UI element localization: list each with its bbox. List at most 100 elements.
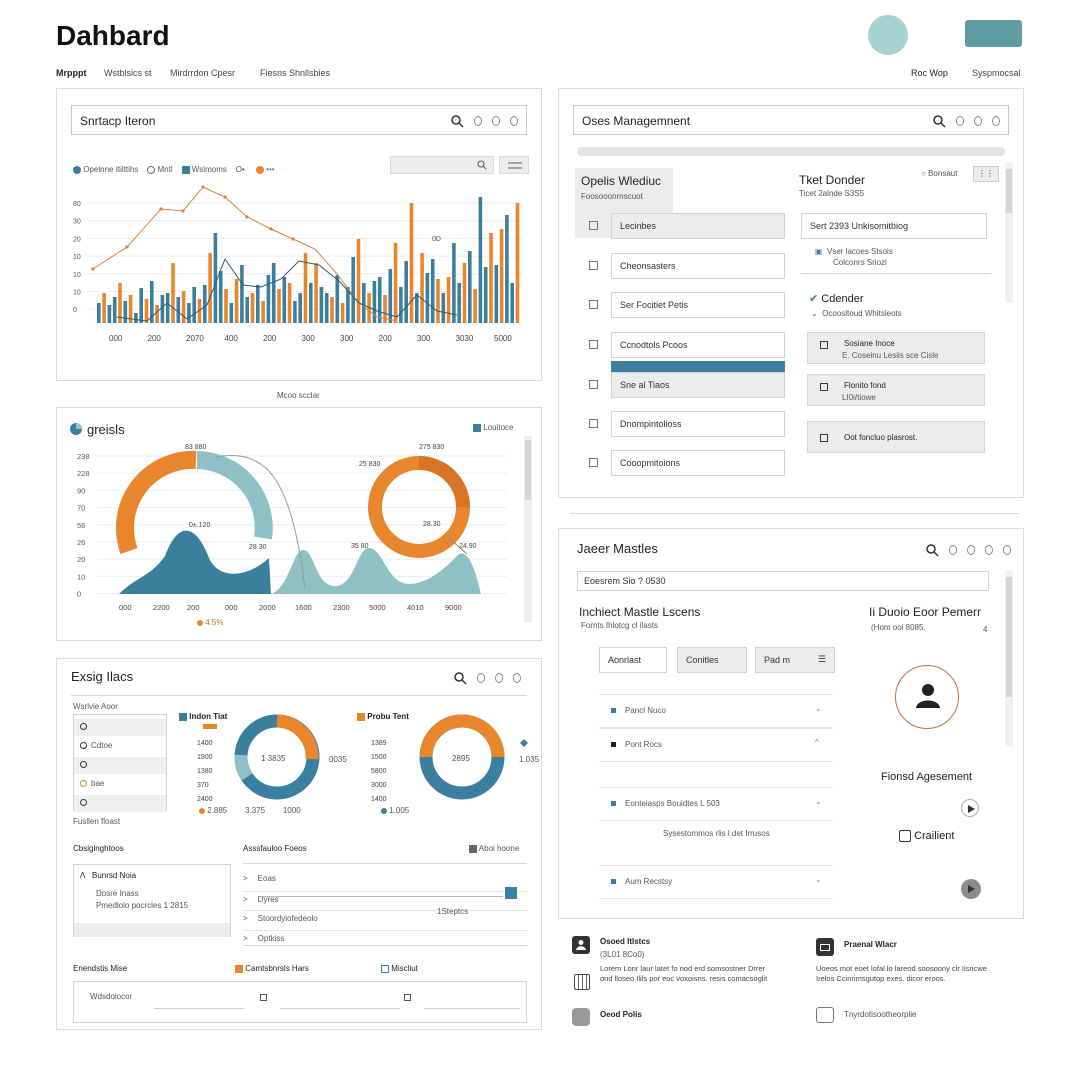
filter-input[interactable]: [390, 156, 494, 174]
filter-button-1[interactable]: Aonrlast: [599, 647, 667, 673]
option-icon[interactable]: [513, 673, 521, 683]
right-section-sub-text: Ocoosltoud Whitsleots: [822, 309, 902, 318]
avatar[interactable]: [868, 15, 908, 55]
search-bar[interactable]: Oses Managemnent: [573, 105, 1009, 135]
table-row[interactable]: Eonteiasps Bouidtes L 503 ⌄: [599, 787, 833, 821]
info-card[interactable]: Flonito fond LI0i/tiowe: [807, 374, 985, 406]
section-action[interactable]: Aboi hoone: [469, 844, 519, 853]
list-item[interactable]: Cheonsasters: [611, 253, 785, 279]
option-icon[interactable]: [474, 116, 482, 126]
checkbox[interactable]: [404, 994, 411, 1001]
progress-handle[interactable]: [505, 887, 517, 899]
scrollbar[interactable]: [524, 436, 532, 622]
nav-item-4[interactable]: Fiesns Shnllsbies: [260, 68, 331, 78]
play-button[interactable]: [961, 799, 979, 817]
filter-input[interactable]: Eoesrem Sio ? 0530: [577, 571, 989, 591]
x-tick-label: 200: [379, 334, 393, 343]
horizontal-scrollbar[interactable]: [577, 147, 1005, 156]
option-icon[interactable]: [974, 116, 982, 126]
menu-button[interactable]: [499, 156, 529, 174]
table-row[interactable]: Pont Rocs ^: [599, 728, 833, 762]
nav-item-3[interactable]: Mirdrrdon Cpesr: [170, 68, 236, 78]
ticket-search-input[interactable]: Sert 2393 Unkisomitbiog: [801, 213, 987, 239]
list-item[interactable]: Lecinbes: [611, 213, 785, 239]
radio-option[interactable]: [74, 719, 166, 736]
nav-item-1[interactable]: Mrpppt: [56, 68, 87, 78]
radio-option[interactable]: Cdtoe: [74, 738, 166, 755]
nav-right-2[interactable]: Syspmocsal: [972, 68, 1021, 78]
table-row[interactable]: Pancl Nuco ⌄: [599, 694, 833, 728]
option-icon[interactable]: [967, 545, 975, 555]
section-title: Cbsiglnghtoos: [73, 844, 124, 853]
table-row[interactable]: Aum Recstsy ⌄: [599, 865, 833, 899]
doc-icon: [820, 383, 828, 391]
more-button[interactable]: ⋮⋮: [973, 166, 999, 182]
footer-link[interactable]: Oeod Polis: [600, 1010, 642, 1019]
option-icon[interactable]: [495, 673, 503, 683]
chevron-up-icon: Λ: [80, 871, 86, 880]
radio-option[interactable]: bae: [74, 776, 166, 793]
chevron-down-icon[interactable]: ⌄: [815, 797, 822, 806]
radio-option[interactable]: [74, 795, 166, 812]
user-icon: [820, 434, 828, 442]
play-button[interactable]: [961, 879, 981, 899]
footer-link[interactable]: Tnyrdotlsootheorplie: [844, 1010, 917, 1019]
info-card[interactable]: Sosiane Inoce E. Coseinu Lesiis sce Cisle: [807, 332, 985, 364]
legend-swatch: [357, 712, 365, 721]
bar: [436, 279, 440, 323]
chart-legend: Opelnne Itilttihs Mntl Wslmoms O• •••: [73, 165, 275, 174]
footer-value: 3.375: [245, 806, 266, 815]
tick-label: 1389: [371, 740, 387, 747]
list-item[interactable]: Ser Focitiet Petis: [611, 292, 785, 318]
list-item[interactable]: > Stoordyiofedeolo: [243, 910, 527, 928]
footer-subtitle: (3L01 8Co0): [600, 950, 645, 959]
search-bar[interactable]: Snrtacp Iteron: [71, 105, 527, 135]
search-icon[interactable]: [453, 671, 467, 685]
list-item[interactable]: Cooopmitoions: [611, 450, 785, 476]
line-point: [125, 245, 129, 249]
chevron-down-icon[interactable]: ⌄: [815, 875, 822, 884]
option-icon[interactable]: [492, 116, 500, 126]
chevron-down-icon[interactable]: ⌄: [815, 704, 822, 713]
list-item[interactable]: Ccnodtols Pcoos: [611, 332, 785, 358]
bar: [383, 295, 387, 323]
list-item[interactable]: Dnompintolioss: [611, 411, 785, 437]
tree-item[interactable]: Dosre Inass: [96, 889, 139, 898]
list-item[interactable]: > Dyres: [243, 890, 527, 909]
nav-item-2[interactable]: Wstblsics st: [104, 68, 152, 78]
list-item[interactable]: > Eoas: [243, 871, 527, 889]
tree-item[interactable]: Pmedlolo pocrcles 1 2815: [96, 901, 189, 910]
scrollbar[interactable]: [1005, 571, 1013, 747]
legend-label: Louitoce: [483, 423, 514, 432]
x-tick-label: 9000: [445, 603, 462, 612]
option-icon[interactable]: [477, 673, 485, 683]
toggle[interactable]: ○ Bonsaut: [921, 169, 957, 178]
header-action-button[interactable]: [965, 20, 1022, 47]
radio-option[interactable]: [74, 757, 166, 774]
filter-button-2[interactable]: Conitles: [677, 647, 747, 673]
option-icon[interactable]: [985, 545, 993, 555]
search-icon[interactable]: [477, 160, 487, 170]
option-icon[interactable]: [1003, 545, 1011, 555]
bar: [351, 257, 355, 323]
option-icon[interactable]: [992, 116, 1000, 126]
search-icon[interactable]: [925, 543, 939, 557]
list-item[interactable]: > Optkiss: [243, 929, 527, 948]
bar: [298, 293, 302, 323]
filter-button-3[interactable]: Pad m ☰: [755, 647, 835, 673]
chevron-up-icon[interactable]: ^: [815, 738, 819, 747]
option-icon[interactable]: [949, 545, 957, 555]
list-item[interactable]: Sne al Tiaos: [611, 372, 785, 398]
search-icon[interactable]: [932, 114, 946, 128]
scrollbar[interactable]: [1005, 163, 1013, 303]
option-icon[interactable]: [956, 116, 964, 126]
option-icon[interactable]: [510, 116, 518, 126]
checkbox[interactable]: [260, 994, 267, 1001]
bar: [324, 293, 329, 323]
avatar[interactable]: [895, 665, 959, 729]
info-card[interactable]: Oot foncluo plasrost.: [807, 421, 985, 453]
nav-right-1[interactable]: Roc Wop: [911, 68, 948, 78]
tree-item[interactable]: Λ Bunrsd Noia: [80, 871, 136, 880]
search-icon[interactable]: [450, 114, 464, 128]
cta-button[interactable]: Crailient: [899, 830, 954, 843]
